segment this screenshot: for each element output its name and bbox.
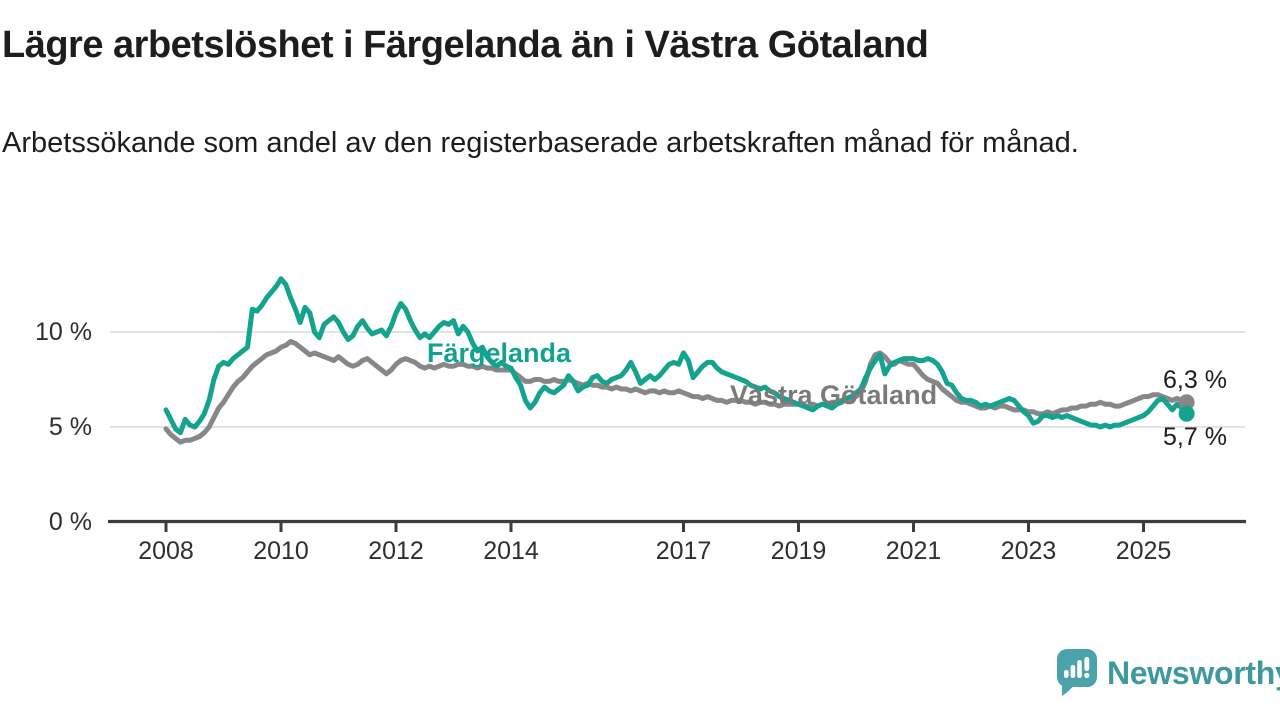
newsworthy-logo-icon bbox=[1057, 649, 1097, 696]
series-line-vastra-gotaland bbox=[163, 339, 1190, 445]
x-axis-label: 2010 bbox=[253, 537, 309, 565]
x-axis-label: 2008 bbox=[138, 537, 194, 565]
series-label-fargelanda: Färgelanda bbox=[427, 338, 572, 368]
x-axis-label: 2021 bbox=[885, 537, 942, 565]
end-value-label-vastra-gotaland: 6,3 % bbox=[1163, 366, 1227, 394]
x-axis-label: 2019 bbox=[770, 537, 827, 565]
series-end-dot-fargelanda bbox=[1178, 405, 1195, 422]
series-label-vastra-gotaland: Västra Götaland bbox=[730, 380, 938, 410]
chart-subtitle: Arbetssökande som andel av den registerb… bbox=[2, 127, 1079, 159]
series-line-fargelanda bbox=[163, 276, 1190, 436]
newsworthy-logo-text: Newsworthy bbox=[1107, 654, 1280, 691]
x-axis-label: 2017 bbox=[655, 537, 712, 565]
x-axis-label: 2012 bbox=[368, 537, 424, 565]
series-end-dot-vastra-gotaland bbox=[1178, 394, 1195, 411]
y-axis-label: 10 % bbox=[35, 318, 92, 346]
y-axis-label: 5 % bbox=[48, 413, 92, 441]
newsworthy-logo: Newsworthy bbox=[1056, 648, 1280, 698]
x-axis-label: 2023 bbox=[1000, 537, 1057, 565]
end-value-label-fargelanda: 5,7 % bbox=[1163, 423, 1227, 451]
x-axis-label: 2025 bbox=[1115, 537, 1172, 565]
page-title: Lägre arbetslöshet i Färgelanda än i Väs… bbox=[2, 24, 929, 66]
x-axis-label: 2014 bbox=[483, 537, 539, 565]
y-axis-label: 0 % bbox=[48, 508, 92, 536]
